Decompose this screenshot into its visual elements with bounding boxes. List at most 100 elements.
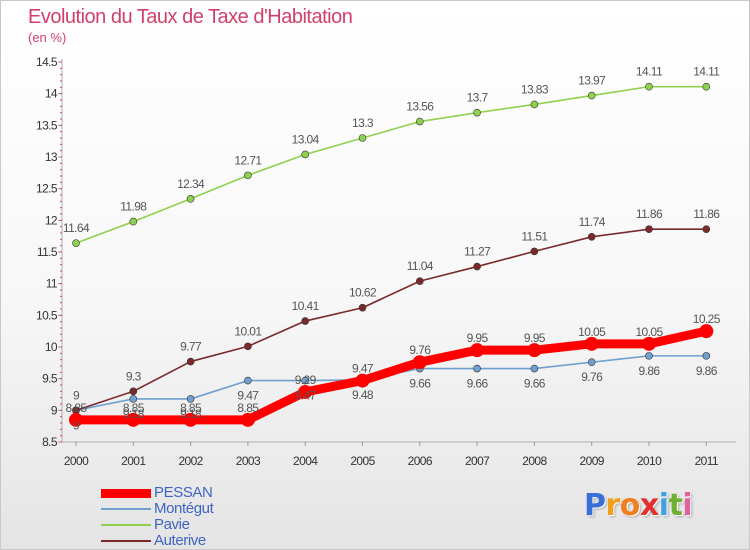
data-point (358, 303, 367, 312)
y-tick-label: 11.5 (37, 245, 58, 259)
data-point (530, 100, 539, 109)
data-point (183, 412, 198, 427)
data-label: 13.7 (467, 91, 489, 105)
data-label: 10.62 (349, 286, 377, 300)
data-label: 9.18 (123, 407, 145, 421)
data-point (126, 412, 141, 427)
data-label: 9.66 (524, 377, 546, 391)
logo-letter: x (639, 488, 659, 523)
x-tick-label: 2004 (293, 454, 318, 468)
y-tick-label: 14 (45, 87, 58, 101)
logo-letter: i (682, 488, 693, 523)
data-label: 9.3 (126, 369, 142, 383)
data-label: 9.76 (581, 370, 603, 384)
x-tick-label: 2000 (64, 454, 89, 468)
x-tick-label: 2002 (178, 454, 203, 468)
data-point (584, 336, 599, 351)
data-label: 11.51 (521, 229, 548, 243)
data-label: 9.18 (180, 407, 202, 421)
data-label: 11.27 (464, 245, 491, 259)
data-label: 12.34 (177, 177, 205, 191)
data-label: 10.05 (635, 325, 663, 339)
series-line-pessan (71, 326, 711, 425)
data-label: 8.85 (237, 401, 259, 415)
legend-item-auterive: Auterive (101, 532, 261, 549)
data-point (240, 412, 255, 427)
data-point (473, 108, 481, 117)
x-tick-label: 2009 (580, 454, 605, 468)
data-label: 13.56 (406, 100, 434, 114)
data-point (587, 91, 596, 100)
legend-label: Pavie (154, 516, 190, 533)
x-tick-label: 2006 (408, 454, 433, 468)
data-label: 9.77 (180, 340, 202, 354)
data-point (645, 225, 653, 233)
data-point (298, 384, 313, 399)
data-point (129, 395, 138, 403)
data-label: 9.47 (295, 389, 317, 403)
logo-letter: t (668, 488, 683, 523)
data-label: 9 (73, 388, 80, 402)
y-tick-label: 13.5 (36, 118, 58, 132)
data-point (358, 134, 367, 142)
data-point (642, 336, 656, 351)
data-label: 9.76 (409, 343, 431, 357)
data-label: 9.95 (524, 331, 546, 345)
data-label: 10.05 (578, 325, 606, 339)
data-label: 9.66 (467, 377, 489, 391)
data-label: 9.48 (352, 388, 374, 402)
y-tick-label: 11 (46, 277, 58, 291)
legend-swatch (101, 524, 151, 526)
data-label: 11.86 (693, 207, 720, 221)
data-label: 10.25 (693, 312, 721, 326)
y-tick-label: 12.5 (36, 182, 58, 196)
data-point (244, 376, 252, 385)
logo-letter: P (584, 488, 606, 523)
y-tick-label: 8.5 (42, 435, 58, 449)
data-point (301, 150, 310, 159)
data-label: 9.47 (237, 389, 259, 403)
data-point (702, 225, 711, 233)
legend-item-montégut: Montégut (101, 500, 261, 517)
series-line-montégut (75, 355, 708, 412)
data-label: 8.85 (180, 401, 202, 415)
data-label: 8.85 (123, 401, 145, 415)
data-label: 9.29 (295, 373, 317, 387)
data-point (186, 395, 195, 403)
data-point (129, 217, 138, 226)
data-label: 14.11 (636, 65, 663, 79)
data-point (527, 343, 542, 358)
data-label: 9.86 (696, 364, 718, 378)
legend-item-pessan: PESSAN (101, 484, 261, 501)
proxiti-logo: Proxiti (584, 488, 693, 523)
data-point (412, 355, 427, 370)
data-label: 10.41 (292, 299, 320, 313)
logo-letter: r (605, 488, 621, 523)
data-point (699, 324, 714, 339)
data-point (186, 195, 195, 203)
legend-label: Auterive (154, 532, 206, 549)
data-label: 11.64 (63, 221, 90, 235)
x-tick-label: 2003 (236, 454, 261, 468)
data-point (470, 343, 485, 358)
legend-swatch (101, 540, 151, 542)
logo-letter: o (619, 488, 641, 523)
data-point (473, 262, 481, 271)
data-point (473, 364, 481, 373)
data-point (355, 373, 370, 388)
data-label: 11.74 (579, 215, 606, 229)
data-label: 13.83 (521, 82, 549, 96)
data-point (244, 342, 252, 351)
data-point (72, 239, 80, 247)
x-tick-label: 2005 (350, 454, 375, 468)
logo-letter: i (658, 488, 669, 523)
data-label: 14.11 (693, 65, 720, 79)
data-point (530, 364, 539, 373)
legend-label: PESSAN (154, 484, 213, 501)
y-tick-label: 10.5 (36, 308, 58, 322)
series-line-pavie (75, 85, 708, 244)
data-point (587, 233, 596, 241)
data-point (415, 277, 424, 285)
